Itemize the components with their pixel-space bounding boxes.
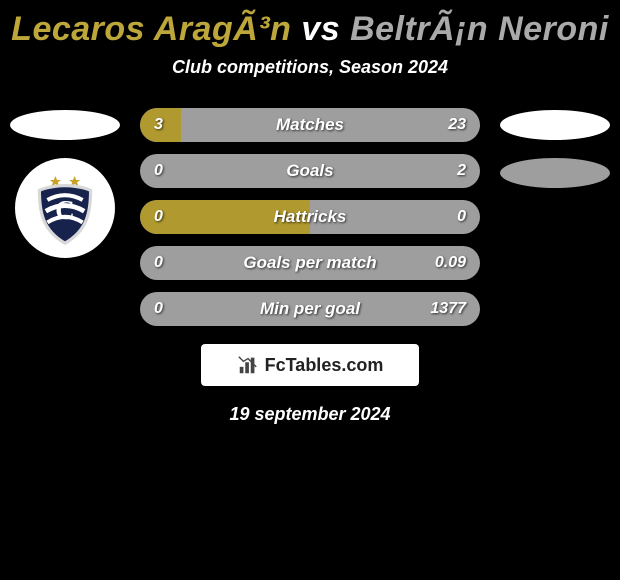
- date-line: 19 september 2024: [229, 404, 390, 425]
- player2-club-ellipse: [500, 158, 610, 188]
- stat-right-value: 1377: [430, 300, 466, 318]
- stat-label: Goals per match: [243, 253, 376, 273]
- stat-left-value: 0: [154, 162, 163, 180]
- stat-right-value: 23: [448, 116, 466, 134]
- right-side-column: [500, 108, 610, 188]
- comparison-card: Lecaros AragÃ³n vs BeltrÃ¡n Neroni Club …: [0, 0, 620, 435]
- title-player1: Lecaros AragÃ³n: [11, 10, 291, 48]
- page-title: Lecaros AragÃ³n vs BeltrÃ¡n Neroni: [11, 10, 609, 49]
- stat-left-value: 0: [154, 254, 163, 272]
- stat-right-value: 0: [457, 208, 466, 226]
- chart-area: C 3 Matches 23 0 Goals 2 0 Hattricks 0 0 Goals per…: [0, 108, 620, 326]
- stat-label: Matches: [276, 115, 344, 135]
- stat-left-value: 3: [154, 116, 163, 134]
- subtitle: Club competitions, Season 2024: [172, 57, 448, 78]
- player1-club-badge: C: [15, 158, 115, 258]
- bar-chart-icon: [237, 354, 259, 376]
- player2-flag-ellipse: [500, 110, 610, 140]
- stat-label: Min per goal: [260, 299, 360, 319]
- stat-row: 0 Min per goal 1377: [140, 292, 480, 326]
- stat-right-value: 2: [457, 162, 466, 180]
- svg-text:C: C: [55, 195, 75, 225]
- stat-label: Hattricks: [274, 207, 347, 227]
- stat-row: 0 Goals per match 0.09: [140, 246, 480, 280]
- title-player2: BeltrÃ¡n Neroni: [350, 10, 609, 48]
- stat-row: 3 Matches 23: [140, 108, 480, 142]
- title-vs: vs: [291, 10, 350, 48]
- club-shield-icon: C: [25, 168, 105, 248]
- brand-text: FcTables.com: [265, 355, 384, 376]
- stat-left-value: 0: [154, 208, 163, 226]
- brand-attribution: FcTables.com: [201, 344, 419, 386]
- stat-bars: 3 Matches 23 0 Goals 2 0 Hattricks 0 0 Goals per m…: [140, 108, 480, 326]
- stat-right-value: 0.09: [435, 254, 466, 272]
- player1-flag-ellipse: [10, 110, 120, 140]
- stat-row: 0 Hattricks 0: [140, 200, 480, 234]
- left-side-column: C: [10, 108, 120, 258]
- stat-label: Goals: [286, 161, 333, 181]
- stat-row: 0 Goals 2: [140, 154, 480, 188]
- stat-left-value: 0: [154, 300, 163, 318]
